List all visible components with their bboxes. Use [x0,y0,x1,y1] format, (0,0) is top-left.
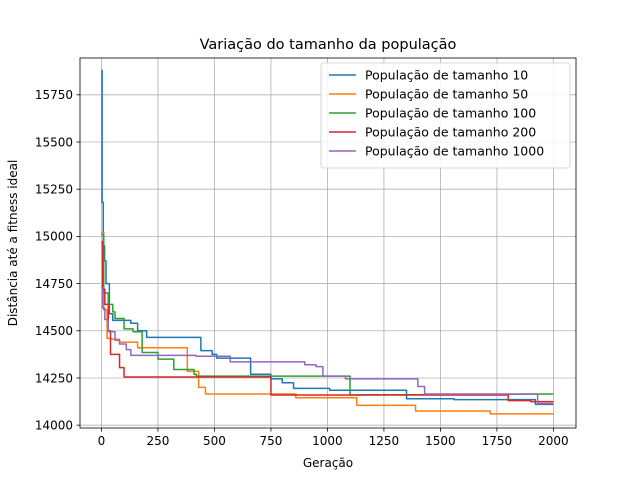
y-tick-label: 15000 [35,230,73,244]
x-tick-label: 750 [259,434,282,448]
series-line-5 [101,286,554,405]
y-tick-label: 14500 [35,324,73,338]
tick-layer: 0 250 500 750 1000 1250 1500 1750 2000 14000 14250… [35,88,569,448]
series-line-2 [101,231,554,415]
series-layer [101,69,554,415]
x-tick-label: 2000 [538,434,569,448]
plot-frame [79,57,577,429]
x-tick-label: 250 [147,434,170,448]
x-tick-label: 0 [98,434,106,448]
y-tick-label: 14000 [35,418,73,432]
y-tick-label: 15750 [35,88,73,102]
legend-entry: População de tamanho 1000 [365,144,544,159]
y-tick-label: 15500 [35,135,73,149]
x-tick-label: 1500 [425,434,456,448]
x-tick-label: 1750 [482,434,513,448]
legend-box [320,62,571,169]
legend: População de tamanho 10 População de tama… [320,62,571,169]
legend-entry: População de tamanho 10 [365,68,528,83]
x-tick-label: 1250 [369,434,400,448]
series-line-1 [101,69,554,406]
y-tick-label: 14750 [35,277,73,291]
y-axis-label: Distância até a fitness ideal [6,160,20,327]
legend-entry: População de tamanho 50 [365,87,528,102]
y-tick-label: 14250 [35,371,73,385]
legend-entry: População de tamanho 100 [365,106,536,121]
legend-entry: População de tamanho 200 [365,125,536,140]
y-tick-label: 15250 [35,182,73,196]
x-axis-label: Geração [303,456,353,470]
series-line-3 [101,233,554,396]
chart-title: Variação do tamanho da população [200,37,457,53]
series-line-4 [101,241,554,403]
x-tick-label: 1000 [312,434,343,448]
x-tick-label: 500 [203,434,226,448]
